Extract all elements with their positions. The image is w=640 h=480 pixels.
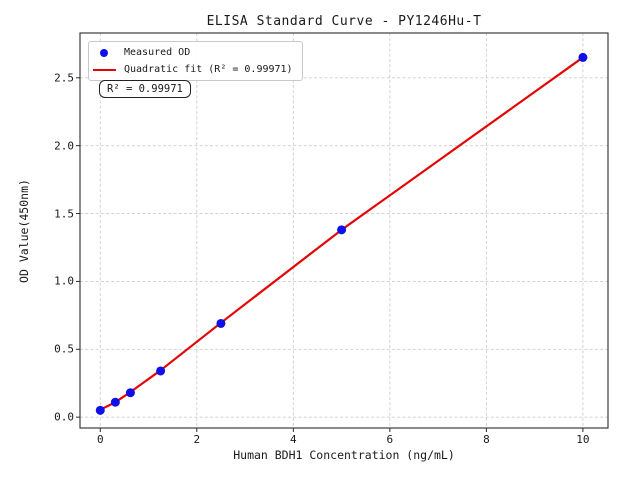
chart-title: ELISA Standard Curve - PY1246Hu-T bbox=[206, 14, 482, 29]
legend: Measured OD Quadratic fit (R² = 0.99971) bbox=[88, 41, 303, 81]
measured-od-point bbox=[337, 225, 347, 235]
y-tick-label: 0.5 bbox=[54, 342, 74, 356]
measured-od-point bbox=[110, 397, 120, 407]
legend-dot-icon bbox=[91, 48, 117, 57]
dot-marker bbox=[100, 48, 108, 57]
y-tick-label: 1.0 bbox=[54, 274, 74, 288]
plot-border bbox=[79, 32, 609, 429]
x-tick-label: 6 bbox=[386, 433, 394, 446]
x-tick-label: 2 bbox=[193, 433, 201, 446]
legend-item: Quadratic fit (R² = 0.99971) bbox=[91, 61, 293, 78]
measured-od-point bbox=[125, 388, 135, 398]
r-squared-annotation: R² = 0.99971 bbox=[99, 80, 191, 98]
y-tick-label: 2.5 bbox=[54, 71, 74, 85]
x-tick-label: 4 bbox=[290, 433, 297, 446]
measured-od-point bbox=[216, 318, 226, 328]
x-tick-label: 10 bbox=[576, 433, 590, 446]
legend-item-label: Quadratic fit (R² = 0.99971) bbox=[124, 64, 293, 75]
y-axis-label: OD Value(450nm) bbox=[17, 179, 31, 283]
x-axis-label: Human BDH1 Concentration (ng/mL) bbox=[233, 448, 455, 462]
y-tick-label: 2.0 bbox=[54, 139, 74, 153]
measured-od-point bbox=[156, 366, 166, 376]
x-tick-label: 8 bbox=[483, 433, 490, 446]
measured-od-point bbox=[95, 405, 105, 415]
line-marker bbox=[92, 68, 116, 71]
y-tick-label: 1.5 bbox=[54, 207, 74, 221]
legend-item: Measured OD bbox=[91, 44, 293, 61]
legend-line-icon bbox=[91, 68, 117, 71]
legend-item-label: Measured OD bbox=[124, 47, 191, 58]
y-tick-label: 0.0 bbox=[54, 410, 74, 424]
measured-od-point bbox=[578, 52, 588, 62]
x-tick-label: 0 bbox=[96, 433, 104, 446]
